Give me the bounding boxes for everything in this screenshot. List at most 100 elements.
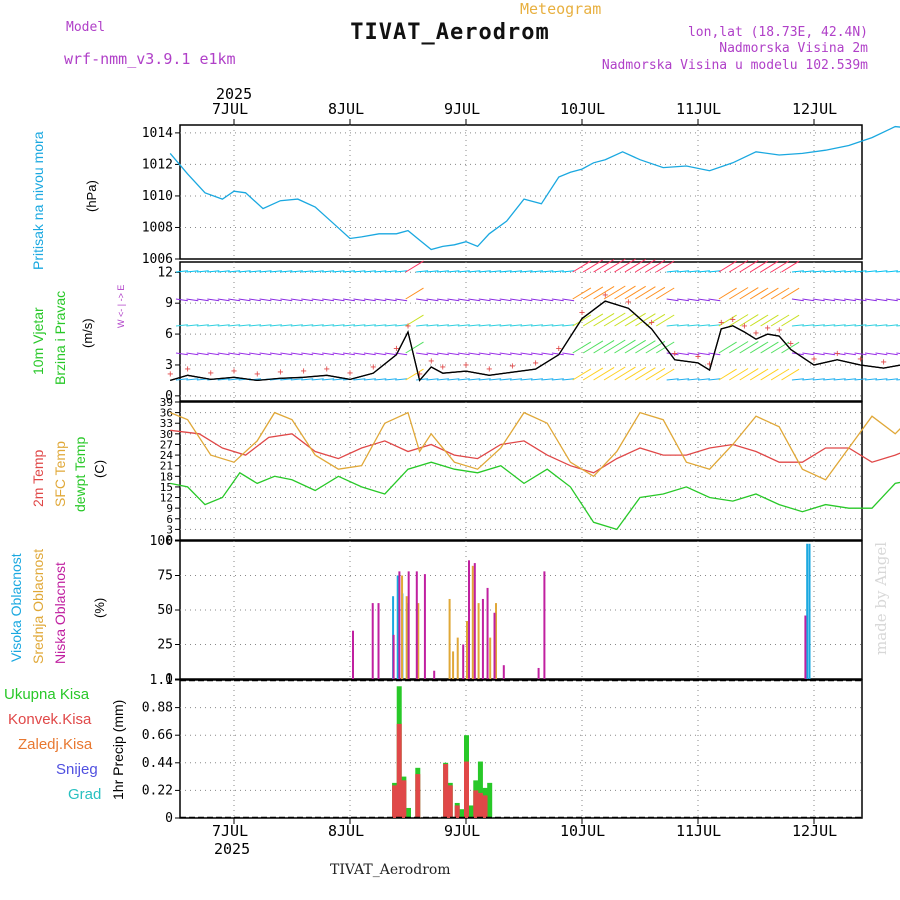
wind-barb (311, 270, 324, 273)
wind-barb (823, 352, 836, 356)
wind-barb (885, 352, 898, 356)
wind-barb (186, 270, 199, 273)
gust-marker: + (167, 369, 173, 380)
wind-barb (677, 378, 690, 381)
cloud-bar (405, 596, 408, 679)
wind-barb (875, 270, 888, 273)
precip-bar (487, 782, 493, 818)
wind-barb (697, 324, 710, 327)
wind-barb (802, 378, 815, 381)
gust-marker: + (509, 361, 515, 372)
meteogram-label: Meteogram (520, 0, 602, 18)
wind-barb (489, 298, 502, 302)
wind-barbs: +++++++++++++++++++++++++++++++++++++++ (167, 258, 900, 382)
wind-barb (729, 260, 749, 273)
wind-barb (290, 352, 303, 356)
wind-frame (179, 261, 863, 402)
wind-barb (802, 298, 815, 302)
temp-tick-label: 33 (160, 417, 173, 430)
wind-barb (812, 378, 825, 381)
cloud-tick-label: 75 (157, 569, 173, 584)
wind-barb (489, 324, 502, 327)
wind-barb (468, 298, 481, 302)
temp-tick-label: 6 (166, 513, 173, 526)
wind-barb (812, 270, 825, 273)
gust-marker: + (765, 323, 771, 334)
wind-barb (353, 270, 366, 273)
pressure-panel: 1006 1008 1010 1012 1014 (142, 124, 900, 267)
wind-barb (551, 324, 564, 327)
wind-barb (269, 324, 282, 327)
wind-barb (468, 378, 481, 381)
temp-tick-label: 15 (160, 481, 173, 494)
gust-marker: + (440, 362, 446, 373)
wind-speed-line (170, 300, 900, 382)
wind-barb (468, 324, 481, 327)
wind-barb (249, 324, 262, 327)
wind-barb (645, 313, 666, 327)
gust-marker: + (602, 290, 608, 301)
wind-barb (280, 298, 293, 302)
wind-tick-label: 3 (165, 358, 173, 373)
wind-tick-label: 12 (157, 265, 173, 280)
wind-barb (749, 287, 769, 300)
temp-tick-label: 30 (160, 428, 173, 441)
wind-barb (760, 341, 779, 354)
wind-barb (499, 352, 512, 356)
wind-barb (864, 298, 877, 302)
wind-barb (844, 352, 857, 356)
wind-barb (342, 270, 356, 273)
wind-barb (186, 378, 199, 381)
pressure-tick-label: 1014 (142, 126, 173, 141)
wind-barb (217, 324, 230, 327)
wind-barb (384, 270, 397, 273)
wind-barb (708, 298, 721, 302)
wind-barb (562, 352, 575, 356)
model-name: wrf-nmm_v3.9.1 e1km (64, 50, 236, 68)
gust-marker: + (185, 364, 191, 375)
wind-barb (677, 324, 690, 327)
wind-barb (520, 298, 533, 302)
gust-marker: + (301, 366, 307, 377)
precip-bar (454, 805, 460, 818)
wind-barb (468, 270, 481, 273)
wind-barb (510, 378, 523, 381)
wind-barb (844, 270, 857, 273)
wind-barb (885, 378, 898, 381)
cloud-bar (543, 571, 546, 679)
precip-tick-label: 0.22 (142, 783, 173, 798)
wind-barb (207, 324, 220, 327)
legend-total-rain: Ukupna Kisa (4, 686, 90, 703)
temp-tick-label: 39 (160, 396, 173, 409)
precip-tick-label: 0 (165, 811, 173, 826)
wind-barb (196, 298, 209, 302)
wind-barb (301, 352, 314, 356)
wind-barb (593, 366, 615, 381)
wind-barb (374, 352, 387, 356)
wind-barb (551, 352, 564, 356)
wind-barb (749, 260, 769, 273)
wind-barb (530, 378, 543, 381)
wind-barb (196, 324, 209, 327)
wind-barb (760, 314, 779, 327)
wind-barb (864, 324, 878, 327)
wind-barb (447, 270, 460, 273)
wind-barb (175, 270, 188, 273)
wind-barb (228, 298, 241, 302)
page-title: TIVAT_Aerodrom (350, 20, 550, 45)
wind-barb (614, 258, 636, 273)
wind-barb (426, 378, 439, 381)
wind-barb (781, 260, 800, 273)
gust-marker: + (393, 343, 399, 354)
gust-marker: + (417, 369, 423, 380)
wind-barb (510, 352, 522, 356)
wind-barb (844, 378, 857, 381)
wind-barb (666, 378, 679, 381)
wind-tick-label: 0 (165, 389, 173, 404)
wind-barb (238, 298, 251, 302)
wind-barb (603, 366, 626, 381)
legend-hail: Grad (68, 786, 102, 803)
cloud-bar (486, 587, 489, 679)
bottom-day-label: 10JUL (560, 822, 606, 840)
wind-barb (405, 314, 424, 327)
